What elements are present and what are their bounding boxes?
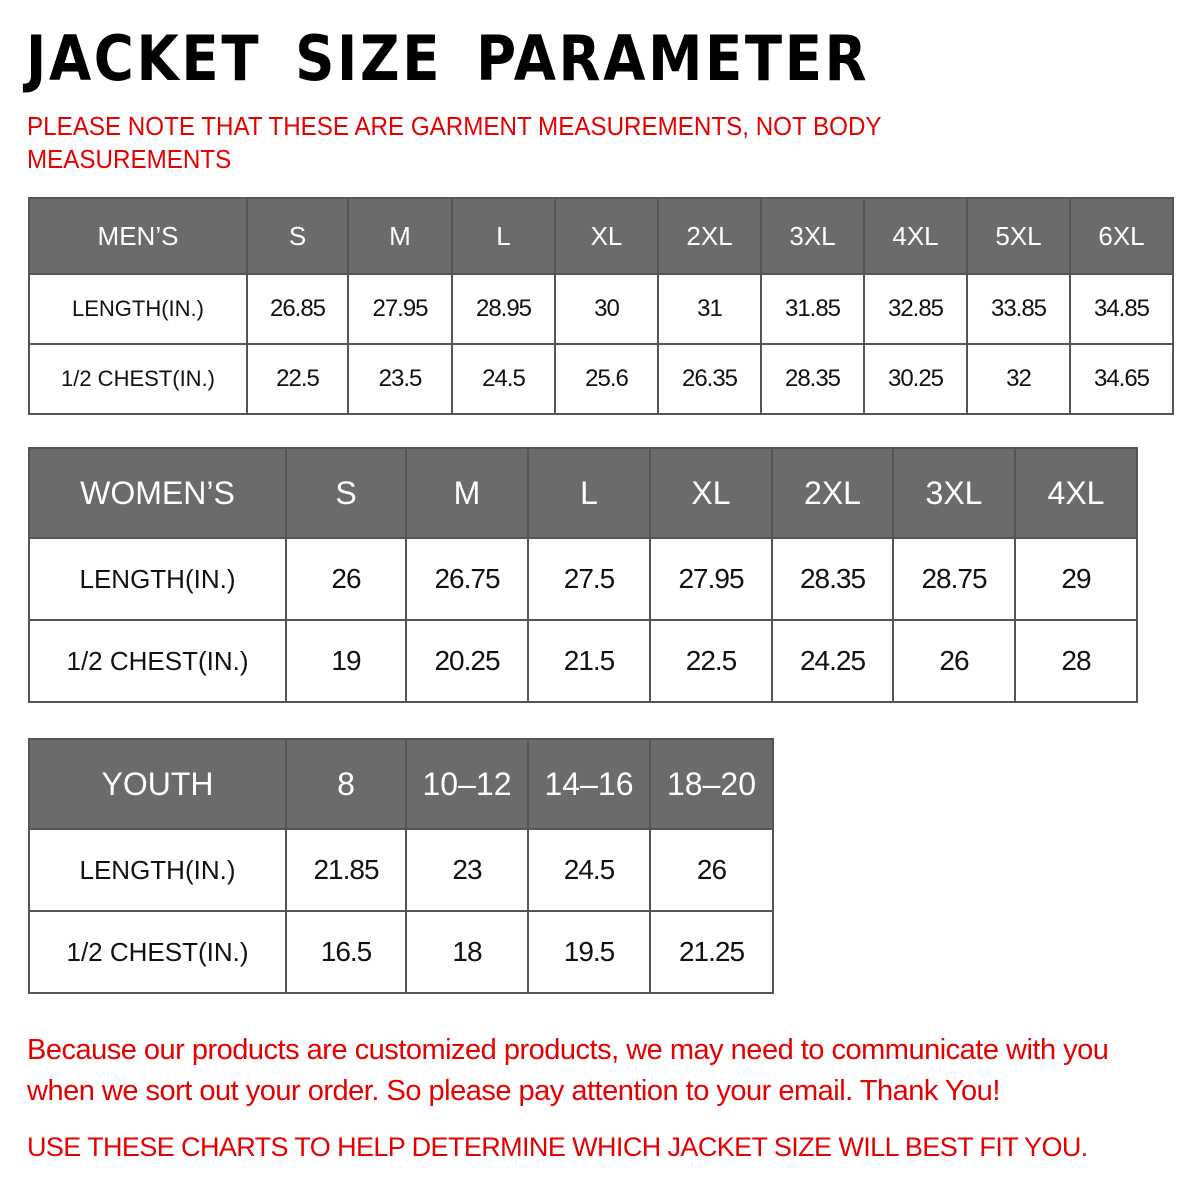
size-header: L: [527, 447, 651, 539]
measurement-note: PLEASE NOTE THAT THESE ARE GARMENT MEASU…: [27, 111, 882, 174]
size-header: 2XL: [771, 447, 894, 539]
row-label: LENGTH(IN.): [28, 537, 287, 621]
table-row: 1/2 CHEST(IN.) 16.5 18 19.5 21.25: [28, 910, 774, 994]
size-header: M: [347, 197, 453, 275]
measurement-cell: 26: [892, 619, 1016, 703]
measurement-cell: 21.85: [285, 828, 407, 912]
category-header: MEN’S: [28, 197, 248, 275]
header-row: YOUTH 8 10–12 14–16 18–20: [28, 738, 774, 830]
measurement-cell: 16.5: [285, 910, 407, 994]
measurement-cell: 28.75: [892, 537, 1016, 621]
table-row: LENGTH(IN.) 21.85 23 24.5 26: [28, 828, 774, 912]
measurement-cell: 20.25: [405, 619, 529, 703]
measurement-cell: 23: [405, 828, 529, 912]
measurement-cell: 22.5: [246, 343, 349, 415]
measurement-cell: 19: [285, 619, 407, 703]
size-header: 8: [285, 738, 407, 830]
measurement-cell: 27.5: [527, 537, 651, 621]
measurement-cell: 23.5: [347, 343, 453, 415]
size-header: S: [246, 197, 349, 275]
measurement-cell: 24.5: [451, 343, 556, 415]
measurement-cell: 31: [657, 273, 762, 345]
womens-size-table: WOMEN’S S M L XL 2XL 3XL 4XL LENGTH(IN.) 26 26.75 2…: [28, 447, 1138, 703]
measurement-cell: 26.75: [405, 537, 529, 621]
measurement-cell: 34.65: [1069, 343, 1174, 415]
table-row: 1/2 CHEST(IN.) 22.5 23.5 24.5 25.6 26.35 28.35…: [28, 343, 1174, 415]
measurement-cell: 26: [285, 537, 407, 621]
row-label: 1/2 CHEST(IN.): [28, 343, 248, 415]
measurement-cell: 26.35: [657, 343, 762, 415]
size-header: L: [451, 197, 556, 275]
size-header: 4XL: [863, 197, 968, 275]
category-header: YOUTH: [28, 738, 287, 830]
measurement-cell: 19.5: [527, 910, 651, 994]
measurement-cell: 21.25: [649, 910, 774, 994]
size-header: 10–12: [405, 738, 529, 830]
size-header: M: [405, 447, 529, 539]
measurement-cell: 30: [554, 273, 659, 345]
measurement-cell: 28.35: [771, 537, 894, 621]
row-label: 1/2 CHEST(IN.): [28, 619, 287, 703]
table-row: LENGTH(IN.) 26 26.75 27.5 27.95 28.35 28.75 29: [28, 537, 1138, 621]
row-label: LENGTH(IN.): [28, 273, 248, 345]
measurement-cell: 28.95: [451, 273, 556, 345]
measurement-cell: 29: [1014, 537, 1138, 621]
size-header: 18–20: [649, 738, 774, 830]
size-header: 2XL: [657, 197, 762, 275]
measurement-cell: 34.85: [1069, 273, 1174, 345]
measurement-cell: 30.25: [863, 343, 968, 415]
mens-size-table: MEN’S S M L XL 2XL 3XL 4XL 5XL 6XL LENGTH(IN.) 26.8…: [28, 197, 1174, 415]
measurement-cell: 24.5: [527, 828, 651, 912]
size-header: 5XL: [966, 197, 1071, 275]
measurement-cell: 33.85: [966, 273, 1071, 345]
sizing-instruction: USE THESE CHARTS TO HELP DETERMINE WHICH…: [27, 1132, 1088, 1162]
measurement-cell: 26: [649, 828, 774, 912]
measurement-cell: 28.35: [760, 343, 865, 415]
header-row: MEN’S S M L XL 2XL 3XL 4XL 5XL 6XL: [28, 197, 1174, 275]
youth-size-table: YOUTH 8 10–12 14–16 18–20 LENGTH(IN.) 21.85 23 2…: [28, 738, 774, 994]
category-header: WOMEN’S: [28, 447, 287, 539]
measurement-cell: 31.85: [760, 273, 865, 345]
measurement-cell: 32.85: [863, 273, 968, 345]
size-header: 6XL: [1069, 197, 1174, 275]
measurement-cell: 27.95: [649, 537, 773, 621]
size-header: XL: [554, 197, 659, 275]
row-label: LENGTH(IN.): [28, 828, 287, 912]
row-label: 1/2 CHEST(IN.): [28, 910, 287, 994]
customization-message: Because our products are customized prod…: [27, 1034, 1109, 1107]
page-title: JACKET SIZE PARAMETER: [26, 22, 870, 95]
header-row: WOMEN’S S M L XL 2XL 3XL 4XL: [28, 447, 1138, 539]
size-header: XL: [649, 447, 773, 539]
table-row: LENGTH(IN.) 26.85 27.95 28.95 30 31 31.85 32.85…: [28, 273, 1174, 345]
measurement-cell: 22.5: [649, 619, 773, 703]
size-header: S: [285, 447, 407, 539]
size-header: 14–16: [527, 738, 651, 830]
size-header: 3XL: [760, 197, 865, 275]
measurement-cell: 27.95: [347, 273, 453, 345]
measurement-cell: 18: [405, 910, 529, 994]
measurement-cell: 28: [1014, 619, 1138, 703]
measurement-cell: 24.25: [771, 619, 894, 703]
measurement-cell: 26.85: [246, 273, 349, 345]
measurement-cell: 25.6: [554, 343, 659, 415]
measurement-cell: 21.5: [527, 619, 651, 703]
table-row: 1/2 CHEST(IN.) 19 20.25 21.5 22.5 24.25 26 28: [28, 619, 1138, 703]
size-header: 3XL: [892, 447, 1016, 539]
measurement-cell: 32: [966, 343, 1071, 415]
size-header: 4XL: [1014, 447, 1138, 539]
